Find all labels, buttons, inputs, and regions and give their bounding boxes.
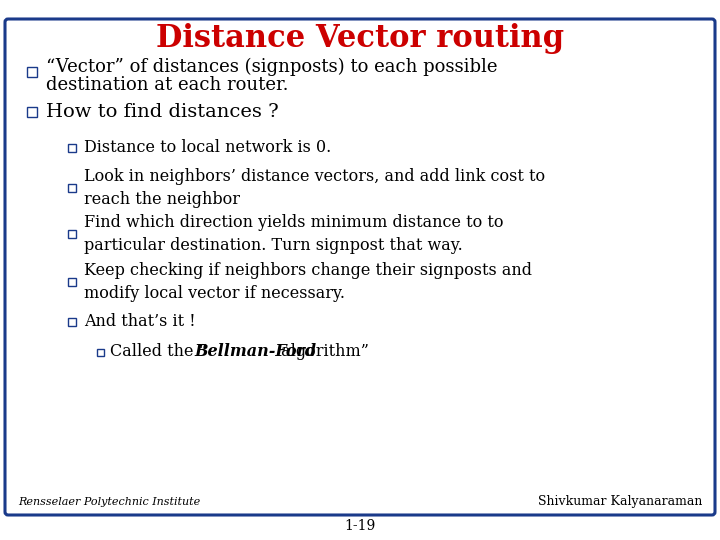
Text: 1-19: 1-19: [344, 519, 376, 533]
Bar: [68, 318, 76, 326]
Text: Rensselaer Polytechnic Institute: Rensselaer Polytechnic Institute: [18, 497, 200, 507]
Text: Bellman-Ford: Bellman-Ford: [194, 343, 316, 361]
Text: And that’s it !: And that’s it !: [84, 314, 196, 330]
FancyBboxPatch shape: [5, 19, 715, 515]
Bar: [68, 184, 76, 192]
Text: Distance Vector routing: Distance Vector routing: [156, 23, 564, 53]
Bar: [27, 107, 37, 117]
Text: How to find distances ?: How to find distances ?: [46, 103, 279, 121]
Text: “Vector” of distances (signposts) to each possible: “Vector” of distances (signposts) to eac…: [46, 58, 498, 76]
Bar: [27, 67, 37, 77]
Bar: [68, 230, 76, 238]
Text: Look in neighbors’ distance vectors, and add link cost to
reach the neighbor: Look in neighbors’ distance vectors, and…: [84, 168, 545, 208]
Text: Find which direction yields minimum distance to to
particular destination. Turn : Find which direction yields minimum dist…: [84, 214, 503, 254]
Text: Distance to local network is 0.: Distance to local network is 0.: [84, 139, 331, 157]
Bar: [68, 278, 76, 286]
Text: Called the “: Called the “: [110, 343, 207, 361]
Text: Keep checking if neighbors change their signposts and
modify local vector if nec: Keep checking if neighbors change their …: [84, 262, 532, 302]
Bar: [68, 144, 76, 152]
Text: destination at each router.: destination at each router.: [46, 76, 289, 94]
Text: algorithm”: algorithm”: [276, 343, 369, 361]
Bar: [96, 348, 104, 355]
Text: Shivkumar Kalyanaraman: Shivkumar Kalyanaraman: [538, 496, 702, 509]
